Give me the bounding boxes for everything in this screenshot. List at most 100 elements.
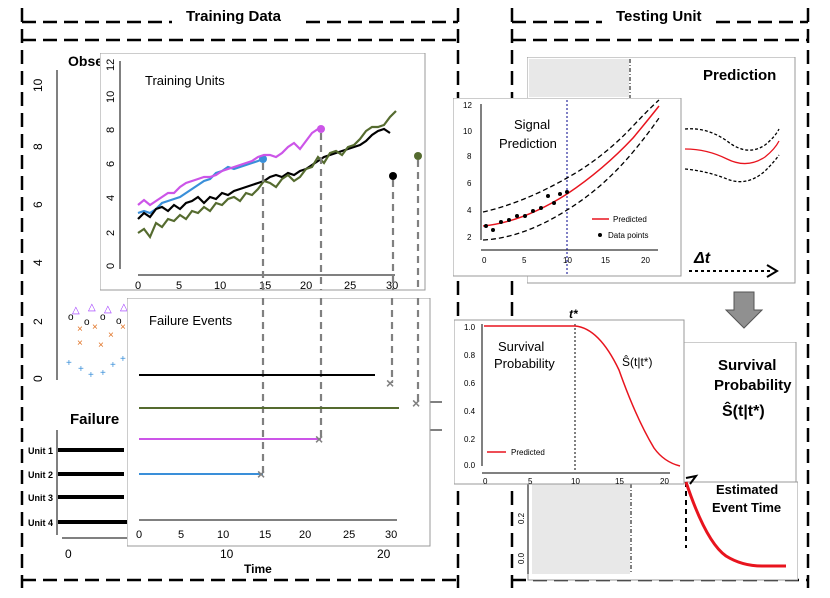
prediction-bands	[684, 128, 780, 183]
svg-text:×: ×	[108, 330, 114, 341]
svg-text:×: ×	[315, 431, 323, 447]
down-arrow	[724, 291, 764, 329]
bg-x-label: Time	[244, 562, 272, 576]
svg-text:0: 0	[105, 263, 117, 269]
bg-y-axis: 0 2 4 6 8 10	[31, 70, 58, 382]
failure-events-title: Failure Events	[149, 313, 233, 328]
olive-failure-point	[414, 152, 422, 160]
sv-legend-predicted: Predicted	[511, 448, 545, 457]
svg-text:6: 6	[467, 179, 472, 188]
survival-formula: Ŝ(t|t*)	[622, 354, 652, 369]
survival-bg-panel: 0.2 0.0 Survival Probability Ŝ(t|t*) Est…	[517, 342, 798, 581]
sp-legend-predicted: Predicted	[613, 215, 647, 224]
svg-text:0: 0	[65, 547, 72, 561]
signal-title-line1: Signal	[514, 117, 550, 132]
svg-text:0.6: 0.6	[464, 379, 476, 388]
svg-text:×: ×	[120, 322, 126, 333]
right-survival-line2: Probability	[714, 377, 792, 394]
svg-text:0.2: 0.2	[464, 435, 476, 444]
svg-text:0.0: 0.0	[517, 552, 526, 564]
bg-y-tick: 8	[31, 143, 45, 150]
right-survival-line1: Survival	[718, 357, 776, 374]
prediction-label: Prediction	[703, 67, 776, 84]
svg-text:5: 5	[522, 256, 527, 265]
svg-text:×: ×	[257, 466, 265, 482]
sv-y-ticks: 0.0 0.2 0.4 0.6 0.8 1.0	[464, 323, 476, 470]
sp-y-ticks: 2 4 6 8 10 12	[463, 101, 472, 242]
svg-text:1.0: 1.0	[464, 323, 476, 332]
bg-x-ticks: 0 10 20	[65, 547, 391, 561]
estimated-arrow	[685, 474, 699, 485]
svg-text:×: ×	[412, 395, 420, 411]
svg-text:o: o	[68, 312, 74, 323]
svg-text:2: 2	[105, 230, 117, 236]
svg-text:10: 10	[220, 547, 234, 561]
sv-x-ticks: 0 5 10 15 20	[483, 477, 669, 486]
unit-labels: Unit 1 Unit 2 Unit 3 Unit 4	[28, 446, 53, 528]
svg-text:10: 10	[571, 477, 580, 486]
tu-y-ticks: 0 2 4 6 8 10 12	[105, 59, 117, 269]
svg-text:△: △	[88, 302, 96, 313]
survival-curve	[484, 325, 681, 467]
olive-unit-series	[137, 110, 397, 240]
t-star-label: t*	[569, 307, 579, 321]
svg-text:×: ×	[77, 338, 83, 349]
svg-text:×: ×	[386, 375, 394, 391]
svg-text:15: 15	[259, 280, 271, 291]
sp-legend-points: Data points	[608, 231, 648, 240]
svg-text:0: 0	[136, 529, 142, 541]
fe-failure-dashes	[261, 298, 420, 474]
svg-text:20: 20	[300, 280, 312, 291]
bg-y-tick: 0	[31, 375, 45, 382]
svg-text:Unit 3: Unit 3	[28, 493, 53, 503]
black-failure-point	[389, 172, 397, 180]
svg-text:10: 10	[105, 91, 117, 103]
svg-text:0.0: 0.0	[464, 461, 476, 470]
svg-text:×: ×	[98, 340, 104, 351]
svg-text:30: 30	[386, 280, 398, 291]
svg-text:0.4: 0.4	[464, 407, 476, 416]
svg-text:0.2: 0.2	[517, 512, 526, 524]
testing-unit-title: Testing Unit	[610, 8, 708, 25]
svg-text:20: 20	[377, 547, 391, 561]
tu-failure-dashes	[261, 133, 420, 290]
training-data-title: Training Data	[180, 8, 288, 25]
signal-lower-band	[482, 117, 660, 241]
svg-text:o: o	[116, 316, 122, 327]
svg-text:4: 4	[105, 195, 117, 201]
svg-text:△: △	[72, 305, 80, 316]
signal-title-line2: Prediction	[499, 136, 557, 151]
svg-text:0: 0	[482, 256, 487, 265]
signal-upper-band	[482, 99, 660, 213]
training-units-panel: Training Units 0 2 4 6 8 10 12 0 5 10 15…	[100, 53, 426, 291]
svg-text:0.8: 0.8	[464, 351, 476, 360]
sp-x-ticks: 0 5 10 15 20	[482, 256, 650, 265]
svg-text:+: +	[120, 354, 126, 365]
magenta-failure-point	[317, 125, 325, 133]
svg-text:+: +	[110, 360, 116, 371]
training-units-title: Training Units	[145, 73, 225, 88]
svg-text:△: △	[104, 304, 112, 315]
svg-text:8: 8	[467, 152, 472, 161]
estimated-line2: Event Time	[712, 500, 781, 515]
svg-text:Unit 4: Unit 4	[28, 518, 53, 528]
right-survival-formula: Ŝ(t|t*)	[722, 401, 765, 420]
svg-text:10: 10	[214, 280, 226, 291]
magenta-unit-series	[137, 127, 321, 207]
survival-title-line2: Probability	[494, 356, 555, 371]
svg-text:Unit 1: Unit 1	[28, 446, 53, 456]
svg-text:+: +	[78, 364, 84, 375]
svg-text:×: ×	[92, 322, 98, 333]
estimated-line1: Estimated	[716, 482, 778, 497]
svg-text:8: 8	[105, 127, 117, 133]
svg-text:o: o	[100, 312, 106, 323]
svg-text:30: 30	[385, 529, 397, 541]
bg-y-tick: 2	[31, 318, 45, 325]
svg-text:+: +	[100, 368, 106, 379]
svg-text:12: 12	[463, 101, 472, 110]
svg-text:25: 25	[343, 529, 355, 541]
svg-text:20: 20	[660, 477, 669, 486]
svg-text:5: 5	[528, 477, 533, 486]
svg-text:6: 6	[105, 161, 117, 167]
